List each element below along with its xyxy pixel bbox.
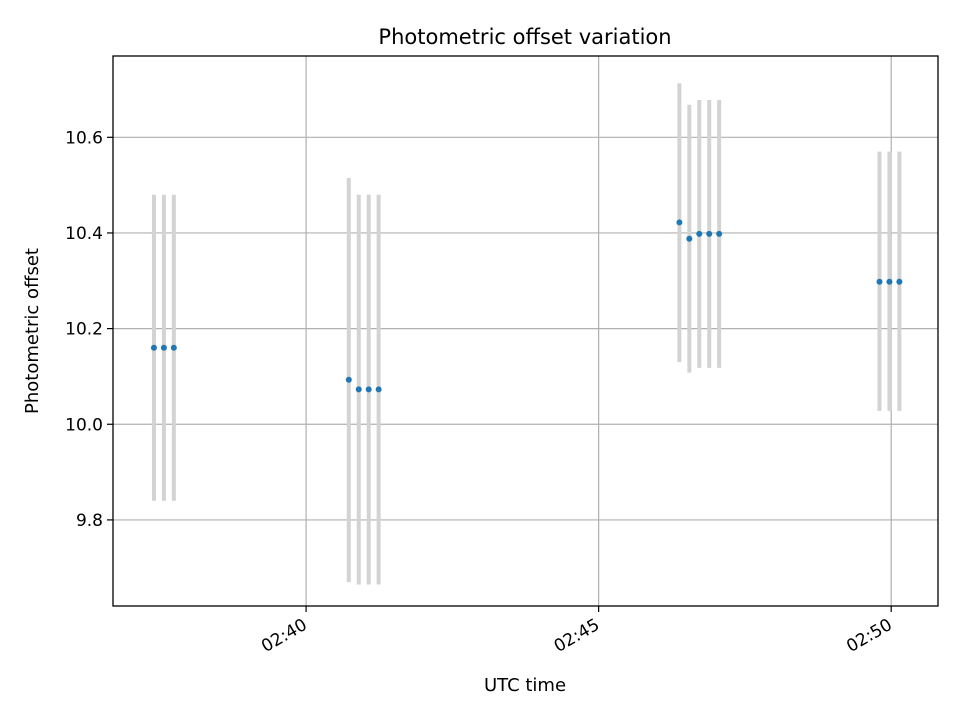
data-point — [170, 344, 177, 351]
y-axis-label: Photometric offset — [22, 248, 43, 414]
data-point — [876, 278, 883, 285]
data-points — [150, 219, 903, 393]
grid-lines — [113, 56, 938, 606]
data-point — [375, 386, 382, 393]
data-point — [150, 344, 157, 351]
x-axis-ticks: 02:40 02:45 02:50 — [258, 606, 896, 657]
data-point — [355, 386, 362, 393]
data-point — [676, 219, 683, 226]
data-point — [706, 230, 713, 237]
data-point — [886, 278, 893, 285]
y-tick-label: 10.2 — [65, 320, 103, 340]
y-tick-label: 10.0 — [65, 415, 103, 435]
y-tick-label: 10.6 — [65, 128, 103, 148]
chart-title: Photometric offset variation — [378, 25, 671, 49]
x-tick-label: 02:50 — [843, 615, 895, 657]
error-bars — [151, 83, 902, 585]
x-tick-label: 02:40 — [258, 615, 310, 657]
y-tick-label: 10.4 — [65, 224, 103, 244]
y-tick-label: 9.8 — [76, 511, 103, 531]
plot-area-frame — [112, 55, 939, 607]
data-point — [365, 386, 372, 393]
data-point — [716, 230, 723, 237]
data-point — [696, 230, 703, 237]
x-tick-label: 02:45 — [551, 615, 603, 657]
y-axis-ticks: 9.8 10.0 10.2 10.4 10.6 — [65, 128, 113, 531]
data-point — [896, 278, 903, 285]
data-point — [686, 235, 693, 242]
data-point — [160, 344, 167, 351]
data-point — [345, 376, 352, 383]
x-axis-label: UTC time — [484, 675, 566, 696]
